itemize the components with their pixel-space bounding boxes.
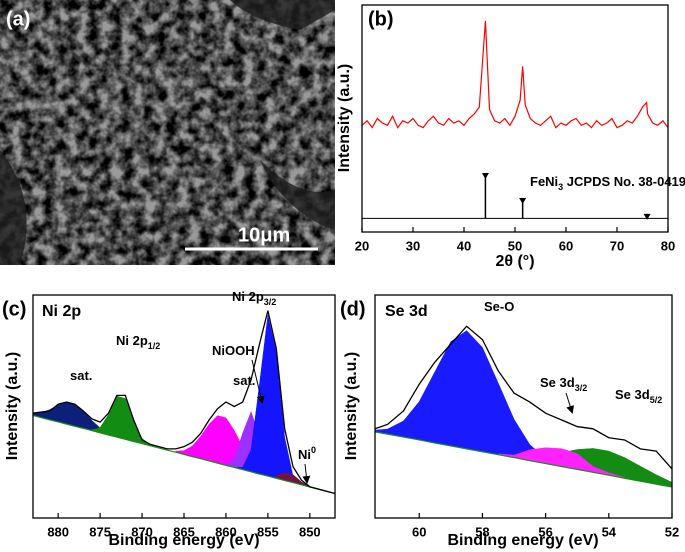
x-tick-label: 870 xyxy=(131,524,153,539)
x-tick-label: 20 xyxy=(355,238,369,253)
annotation-arrow xyxy=(251,359,265,404)
text-part: Se 3d xyxy=(540,375,575,390)
sem-crack xyxy=(0,0,335,265)
text-part: 5/2 xyxy=(650,395,663,405)
annotation: Ni 2p1/2 xyxy=(116,333,160,351)
text-part: FeNi xyxy=(530,174,558,189)
annotation-arrow xyxy=(302,463,311,484)
annotation: sat. xyxy=(233,373,255,388)
annotation: FeNi3 JCPDS No. 38-0419 xyxy=(530,174,685,192)
annotation: Ni0 xyxy=(298,445,316,462)
panel-title: Se 3d xyxy=(385,303,428,320)
reference-marker xyxy=(519,197,527,204)
baseline xyxy=(374,431,673,488)
panel-label: (c) xyxy=(2,298,26,320)
x-tick-label: 40 xyxy=(457,238,471,253)
fit-component xyxy=(374,330,562,467)
plot-frame xyxy=(361,4,669,233)
x-tick-label: 875 xyxy=(89,524,111,539)
annotation: Ni 2p3/2 xyxy=(232,289,276,307)
text-part: sat. xyxy=(70,368,92,383)
reference-marker xyxy=(481,172,489,179)
data-line xyxy=(361,20,669,129)
text-part: 3/2 xyxy=(575,383,588,393)
reference-marker xyxy=(643,213,651,220)
text-part: 0 xyxy=(311,445,316,455)
x-tick-label: 60 xyxy=(559,238,573,253)
x-tick-label: 56 xyxy=(538,524,552,539)
text-part: 3 xyxy=(558,182,563,192)
text-part: NiOOH xyxy=(212,343,255,358)
baseline xyxy=(32,414,336,495)
scale-bar-label: 10μm xyxy=(238,224,290,246)
x-tick-label: 30 xyxy=(406,238,420,253)
text-part: JCPDS No. 38-0419 xyxy=(563,174,685,189)
x-tick-label: 50 xyxy=(508,238,522,253)
annotation: Se-O xyxy=(484,299,514,314)
annotation: Se 3d3/2 xyxy=(540,375,587,393)
x-tick-label: 58 xyxy=(475,524,489,539)
x-tick-label: 860 xyxy=(215,524,237,539)
x-tick-label: 80 xyxy=(661,238,675,253)
sem-image: (a) 10μm xyxy=(0,0,335,265)
text-part: 3/2 xyxy=(264,297,277,307)
x-tick-label: 52 xyxy=(665,524,679,539)
text-part: Ni 2p xyxy=(116,333,148,348)
x-axis-label: Binding energy (eV) xyxy=(108,532,259,549)
y-axis-label: Intensity (a.u.) xyxy=(336,64,353,172)
annotation: NiOOH xyxy=(212,343,255,358)
text-part: Ni 2p xyxy=(232,289,264,304)
panel-label: (b) xyxy=(368,8,394,30)
panel-label: (a) xyxy=(6,8,30,30)
x-tick-label: 54 xyxy=(602,524,617,539)
x-axis-label: 2θ (°) xyxy=(495,253,534,270)
envelope-line xyxy=(32,310,336,495)
sem-texture xyxy=(0,0,335,265)
panel-label: (d) xyxy=(340,298,366,320)
text-part: Ni xyxy=(298,447,311,462)
text-part: Se 3d xyxy=(615,387,650,402)
text-part: sat. xyxy=(233,373,255,388)
text-part: 1/2 xyxy=(148,341,161,351)
x-tick-label: 865 xyxy=(173,524,195,539)
annotation-arrow xyxy=(565,392,575,414)
x-tick-label: 60 xyxy=(412,524,426,539)
y-axis-label: Intensity (a.u.) xyxy=(4,352,21,460)
annotation: Se 3d5/2 xyxy=(615,387,662,405)
x-tick-label: 880 xyxy=(47,524,69,539)
panel-title: Ni 2p xyxy=(42,303,81,320)
plot-frame xyxy=(374,294,673,519)
x-tick-label: 855 xyxy=(257,524,279,539)
text-part: Se-O xyxy=(484,299,514,314)
annotation: sat. xyxy=(70,368,92,383)
x-tick-label: 70 xyxy=(610,238,624,253)
y-axis-label: Intensity (a.u.) xyxy=(343,352,360,460)
x-axis-label: Binding energy (eV) xyxy=(447,532,598,549)
envelope-line xyxy=(374,325,673,470)
x-tick-label: 850 xyxy=(299,524,321,539)
